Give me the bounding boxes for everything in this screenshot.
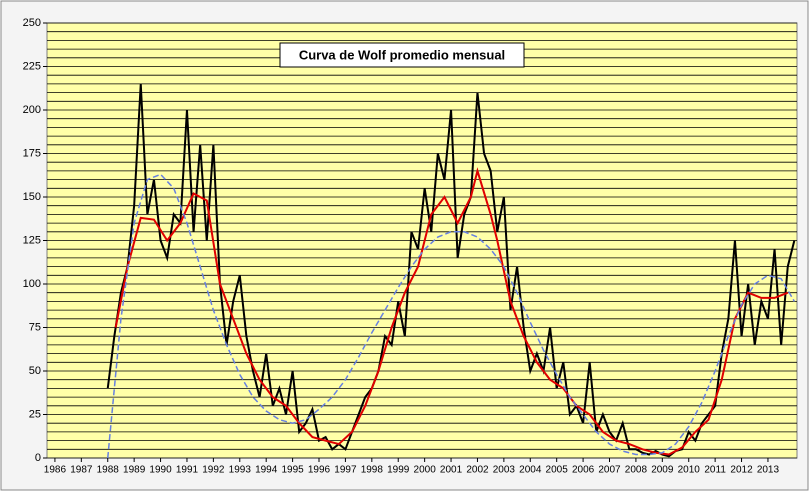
- x-tick-label: 1997: [334, 465, 357, 476]
- x-tick-label: 2001: [440, 465, 463, 476]
- x-tick-label: 1998: [361, 465, 384, 476]
- y-tick-label: 0: [35, 452, 41, 464]
- x-tick-label: 2000: [414, 465, 437, 476]
- x-tick-label: 2007: [598, 465, 621, 476]
- series-line: [106, 83, 796, 458]
- x-tick-label: 2004: [519, 465, 542, 476]
- y-tick-label: 175: [23, 147, 41, 159]
- y-tick-label: 50: [29, 365, 41, 377]
- y-tick-label: 100: [23, 278, 41, 290]
- x-tick-label: 2012: [730, 465, 753, 476]
- x-tick-label: 2005: [546, 465, 569, 476]
- x-tick-label: 1994: [255, 465, 278, 476]
- x-tick-label: 1986: [44, 465, 67, 476]
- x-tick-label: 2003: [493, 465, 516, 476]
- x-tick-label: 1992: [202, 465, 225, 476]
- y-tick-label: 125: [23, 234, 41, 246]
- x-tick-label: 1990: [149, 465, 172, 476]
- x-tick-label: 1999: [387, 465, 410, 476]
- x-tick-label: 2011: [704, 465, 726, 476]
- series-line: [106, 173, 796, 459]
- y-tick-label: 225: [23, 60, 41, 72]
- x-tick-label: 2008: [625, 465, 648, 476]
- x-tick-label: 2009: [651, 465, 674, 476]
- y-tick-label: 250: [23, 17, 41, 29]
- x-tick-label: 1995: [281, 465, 304, 476]
- chart-title: Curva de Wolf promedio mensual: [299, 47, 505, 62]
- x-tick-label: 2006: [572, 465, 595, 476]
- x-tick-label: 1996: [308, 465, 331, 476]
- x-tick-label: 1991: [176, 465, 199, 476]
- x-tick-label: 1989: [123, 465, 146, 476]
- x-tick-label: 2002: [466, 465, 489, 476]
- x-tick-label: 1987: [70, 465, 93, 476]
- x-tick-label: 2010: [678, 465, 701, 476]
- title-box: [279, 42, 525, 68]
- series-line: [114, 167, 789, 456]
- x-tick-label: 1993: [229, 465, 252, 476]
- y-tick-label: 75: [29, 321, 41, 333]
- x-tick-label: 2013: [757, 465, 780, 476]
- y-tick-label: 150: [23, 191, 41, 203]
- x-tick-label: 1988: [97, 465, 120, 476]
- y-tick-label: 25: [29, 408, 41, 420]
- y-tick-label: 200: [23, 104, 41, 116]
